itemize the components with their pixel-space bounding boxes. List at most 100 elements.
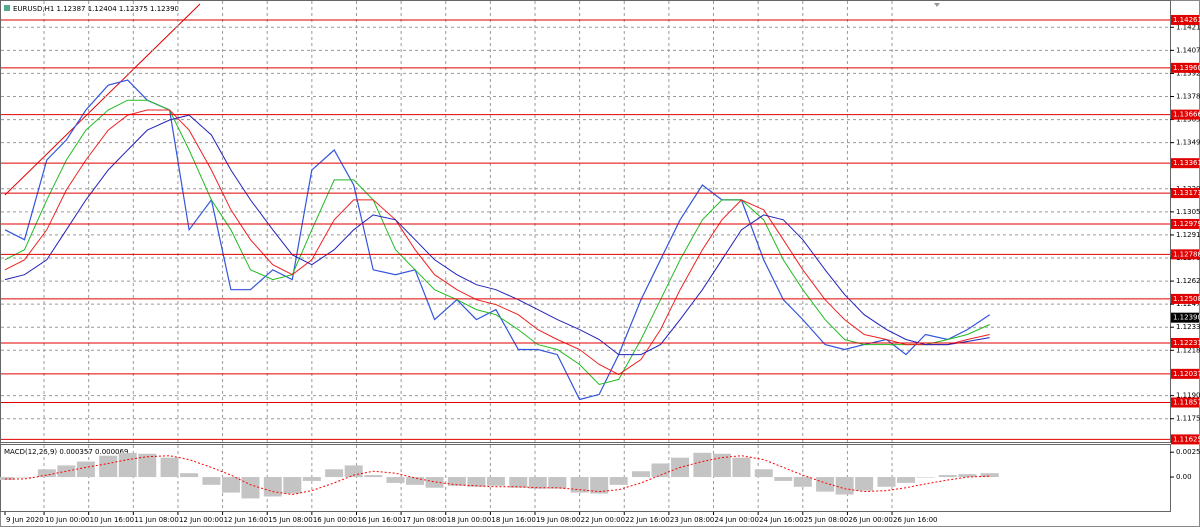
macd-bar bbox=[263, 477, 282, 497]
macd-bar bbox=[325, 469, 344, 478]
level-label: 1.14261 bbox=[1173, 16, 1200, 24]
x-tick-label: 10 Jun 16:00 bbox=[90, 516, 134, 524]
x-tick-label: 18 Jun 16:00 bbox=[491, 516, 535, 524]
level-label: 1.13173 bbox=[1173, 189, 1200, 197]
x-tick-label: 25 Jun 08:00 bbox=[804, 516, 848, 524]
y-tick-label: 0.00256 bbox=[1176, 448, 1200, 456]
macd-bar bbox=[180, 473, 199, 478]
level-tag bbox=[1171, 368, 1199, 379]
macd-bar bbox=[486, 477, 505, 486]
shift-marker bbox=[934, 3, 940, 7]
macd-bar bbox=[118, 452, 137, 478]
macd-bar bbox=[138, 453, 157, 478]
macd-bar bbox=[425, 477, 444, 488]
level-label: 1.12508 bbox=[1173, 295, 1200, 303]
series-line bbox=[4, 114, 990, 356]
y-tick-label: 1.14070 bbox=[1176, 46, 1200, 54]
x-tick-label: 24 Jun 00:00 bbox=[715, 516, 759, 524]
y-tick-label: 1.14215 bbox=[1176, 23, 1200, 31]
macd-bar bbox=[221, 477, 240, 493]
level-tag bbox=[1171, 158, 1199, 169]
x-tick-label: 12 Jun 00:00 bbox=[179, 516, 223, 524]
chart-title: EURUSD,H1 1.12387 1.12404 1.12375 1.1239… bbox=[13, 5, 179, 13]
macd-title: MACD(12,26,9) 0.000357 0.000069 bbox=[4, 448, 128, 456]
y-tick-label: 1.11900 bbox=[1176, 392, 1200, 400]
macd-bar bbox=[774, 477, 793, 481]
level-tag bbox=[1171, 109, 1199, 120]
y-tick-label: 1.12185 bbox=[1176, 346, 1200, 354]
y-tick-label: 1.12620 bbox=[1176, 277, 1200, 285]
level-tag bbox=[1171, 188, 1199, 199]
last-price-label: 1.12390 bbox=[1173, 314, 1200, 322]
level-label: 1.12979 bbox=[1173, 220, 1200, 228]
level-label: 1.13960 bbox=[1173, 64, 1200, 72]
macd-bar bbox=[916, 477, 935, 478]
macd-bar bbox=[938, 475, 957, 478]
level-tag bbox=[1171, 14, 1199, 25]
x-tick-label: 11 Jun 08:00 bbox=[134, 516, 178, 524]
x-tick-label: 15 Jun 08:00 bbox=[268, 516, 312, 524]
y-tick-label: 1.13780 bbox=[1176, 92, 1200, 100]
x-tick-label: 19 Jun 08:00 bbox=[536, 516, 580, 524]
y-tick-label: 1.13490 bbox=[1176, 139, 1200, 147]
level-label: 1.13361 bbox=[1173, 159, 1200, 167]
x-tick-label: 9 Jun 2020 bbox=[6, 516, 44, 524]
macd-bar bbox=[754, 469, 773, 478]
y-tick-label: 1.13925 bbox=[1176, 69, 1200, 77]
x-tick-label: 22 Jun 00:00 bbox=[581, 516, 625, 524]
x-tick-label: 10 Jun 00:00 bbox=[45, 516, 89, 524]
y-tick-label: 0.00 bbox=[1176, 473, 1192, 481]
x-tick-label: 18 Jun 00:00 bbox=[447, 516, 491, 524]
macd-bar bbox=[344, 465, 363, 478]
x-tick-label: 16 Jun 00:00 bbox=[313, 516, 357, 524]
macd-bar bbox=[609, 477, 628, 485]
y-tick-label: 1.12330 bbox=[1176, 323, 1200, 331]
level-label: 1.12037 bbox=[1173, 370, 1200, 378]
macd-bar bbox=[283, 477, 302, 494]
macd-bar bbox=[160, 457, 179, 478]
x-tick-label: 26 Jun 16:00 bbox=[893, 516, 937, 524]
macd-bar bbox=[816, 477, 835, 492]
macd-bar bbox=[980, 473, 999, 478]
macd-bar bbox=[241, 477, 260, 499]
macd-bar bbox=[651, 463, 670, 478]
level-label: 1.12231 bbox=[1173, 339, 1200, 347]
macd-bar bbox=[732, 457, 751, 478]
macd-bar bbox=[467, 477, 486, 487]
last-price-tag bbox=[1171, 312, 1199, 323]
x-tick-label: 17 Jun 08:00 bbox=[402, 516, 446, 524]
macd-bar bbox=[793, 477, 812, 487]
level-tag bbox=[1171, 293, 1199, 304]
macd-bar bbox=[15, 477, 34, 478]
macd-bar bbox=[855, 477, 874, 491]
macd-bar bbox=[386, 477, 405, 483]
macd-bar bbox=[406, 477, 425, 485]
macd-bar bbox=[693, 452, 712, 478]
level-tag bbox=[1171, 337, 1199, 348]
level-label: 1.11625 bbox=[1173, 435, 1200, 443]
level-label: 1.13666 bbox=[1173, 111, 1200, 119]
level-tag bbox=[1171, 397, 1199, 408]
macd-bar bbox=[447, 477, 466, 486]
x-tick-label: 12 Jun 16:00 bbox=[224, 516, 268, 524]
macd-bar bbox=[877, 477, 896, 487]
macd-bar bbox=[76, 461, 95, 478]
y-tick-label: 1.13055 bbox=[1176, 208, 1200, 216]
macd-bar bbox=[712, 453, 731, 478]
level-tag bbox=[1171, 218, 1199, 229]
x-tick-label: 26 Jun 00:00 bbox=[848, 516, 892, 524]
macd-bar bbox=[202, 477, 221, 485]
macd-bar bbox=[590, 477, 609, 494]
level-tag bbox=[1171, 249, 1199, 260]
macd-bar bbox=[897, 477, 915, 483]
series-line bbox=[4, 109, 990, 376]
macd-bar bbox=[528, 477, 547, 489]
y-tick-label: 1.11755 bbox=[1176, 415, 1200, 423]
x-tick-label: 23 Jun 08:00 bbox=[670, 516, 714, 524]
macd-bar bbox=[364, 475, 383, 478]
macd-bar bbox=[835, 477, 854, 495]
macd-bar bbox=[570, 477, 589, 493]
